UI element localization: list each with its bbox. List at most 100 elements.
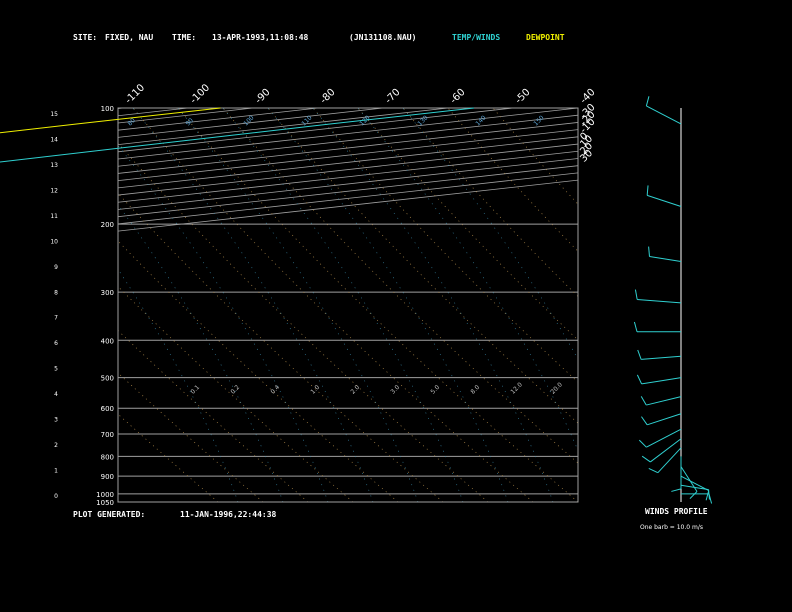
wind-barb-flag <box>640 396 647 406</box>
height-label: 6 <box>54 340 58 347</box>
pressure-label: 900 <box>101 473 114 481</box>
mixing-ratio-label: 1.0 <box>309 384 321 396</box>
wind-barb <box>646 396 682 406</box>
wind-barb <box>649 256 682 263</box>
wind-barb <box>680 475 709 492</box>
adiabat-curve <box>492 108 578 205</box>
wind-barb-flag <box>641 416 648 426</box>
plot-generated-value: 11-JAN-1996,22:44:38 <box>180 510 277 519</box>
wind-barb-flag <box>646 185 649 196</box>
height-label: 2 <box>54 442 58 449</box>
adiabat-curve <box>118 142 489 502</box>
height-label: 12 <box>50 187 58 194</box>
mixing-ratio-label: 0.1 <box>189 384 201 396</box>
pressure-label: 500 <box>101 375 114 383</box>
time-value: 13-APR-1993,11:08:48 <box>212 33 309 42</box>
site-label: SITE: <box>73 33 97 42</box>
height-label: 14 <box>50 136 58 143</box>
isotherm-line <box>118 165 578 218</box>
skewt-series <box>0 107 475 163</box>
adiabat-curve <box>267 108 578 424</box>
mixing-ratio-label: 3.0 <box>389 384 401 396</box>
adiabat-curve <box>118 372 264 502</box>
adiabat-curve <box>118 330 309 502</box>
theta-label: 130 <box>416 114 429 127</box>
isotherm-line <box>118 172 578 225</box>
height-label: 1 <box>54 468 58 475</box>
adiabat-curve <box>118 240 399 502</box>
wind-barb-flag <box>633 321 638 332</box>
mixing-ratio-label: 12.0 <box>509 381 524 396</box>
wind-barb-flag <box>705 490 710 501</box>
mixing-ratio-label: 5.0 <box>429 384 441 396</box>
theta-label: 90 <box>184 117 194 127</box>
grid-clipped <box>0 108 578 502</box>
site-value: FIXED, NAU <box>105 33 153 42</box>
wind-barb-flag <box>648 467 659 474</box>
adiabat-curve <box>118 413 219 502</box>
height-label: 13 <box>50 162 58 169</box>
adiabat-curve <box>402 108 578 297</box>
temp-top-label: -80 <box>318 87 337 106</box>
pressure-label: 100 <box>101 105 114 113</box>
height-label: 3 <box>54 417 58 424</box>
isotherm-line <box>118 143 578 196</box>
temp-top-label: -60 <box>448 87 467 106</box>
adiabat-curve <box>312 108 578 383</box>
moist-adiabat-curve <box>222 108 464 502</box>
mixing-ratio-label: 8.0 <box>469 384 481 396</box>
moist-adiabat-curve <box>118 144 329 502</box>
isotherm-line <box>118 129 578 182</box>
isotherm-line <box>118 122 578 174</box>
pressure-label: 600 <box>101 405 114 413</box>
wind-barb-flag <box>641 455 651 463</box>
height-label: 7 <box>54 315 58 322</box>
height-label: 8 <box>54 289 58 296</box>
moist-adiabat-curve <box>118 268 239 502</box>
pressure-label: 200 <box>101 221 114 229</box>
wind-profile-title: WINDS PROFILE <box>645 507 708 516</box>
wind-barb-flag <box>645 96 650 107</box>
temp-top-label: -100 <box>188 82 212 106</box>
wind-barb-flag <box>689 491 698 499</box>
height-label: 5 <box>54 366 58 373</box>
height-label: 15 <box>50 111 58 118</box>
wind-barb <box>646 428 682 448</box>
isotherm-line <box>0 108 58 502</box>
theta-label: 150 <box>532 114 545 127</box>
isotherm-line <box>118 108 578 160</box>
pressure-label: 700 <box>101 431 114 439</box>
isotherm-line <box>118 108 189 117</box>
temp-top-label: -50 <box>513 87 532 106</box>
height-label: 4 <box>54 391 58 398</box>
height-label: 11 <box>50 213 58 220</box>
wind-barb-flag <box>638 439 647 448</box>
wind-barb <box>657 447 682 474</box>
wind-barb <box>647 413 682 426</box>
file-id: (JN131108.NAU) <box>349 33 416 42</box>
wind-profile <box>633 96 713 504</box>
temp-top-label: -70 <box>383 87 402 106</box>
isotherm-line <box>118 108 124 109</box>
isotherm-line <box>118 136 578 189</box>
adiabat-curve <box>357 108 578 341</box>
skewt-grid <box>0 107 579 503</box>
plot-generated-label: PLOT GENERATED: <box>73 510 145 519</box>
wind-barb-flag <box>637 349 642 360</box>
adiabat-curve <box>447 108 578 252</box>
moist-adiabat-curve <box>177 108 419 502</box>
legend-dewpoint: DEWPOINT <box>526 33 565 42</box>
wind-barb <box>647 194 682 207</box>
adiabat-curve <box>222 108 578 464</box>
isotherm-line <box>118 108 254 124</box>
adiabat-curve <box>177 108 578 502</box>
wind-barb <box>641 377 682 385</box>
pressure-label: 400 <box>101 337 114 345</box>
moist-adiabat-curve <box>118 204 284 502</box>
wind-barb <box>680 484 709 491</box>
adiabat-curve <box>132 108 534 502</box>
mixing-ratio-label: 0.4 <box>269 384 281 396</box>
isotherm-line <box>118 158 578 210</box>
height-label: 10 <box>50 238 58 245</box>
